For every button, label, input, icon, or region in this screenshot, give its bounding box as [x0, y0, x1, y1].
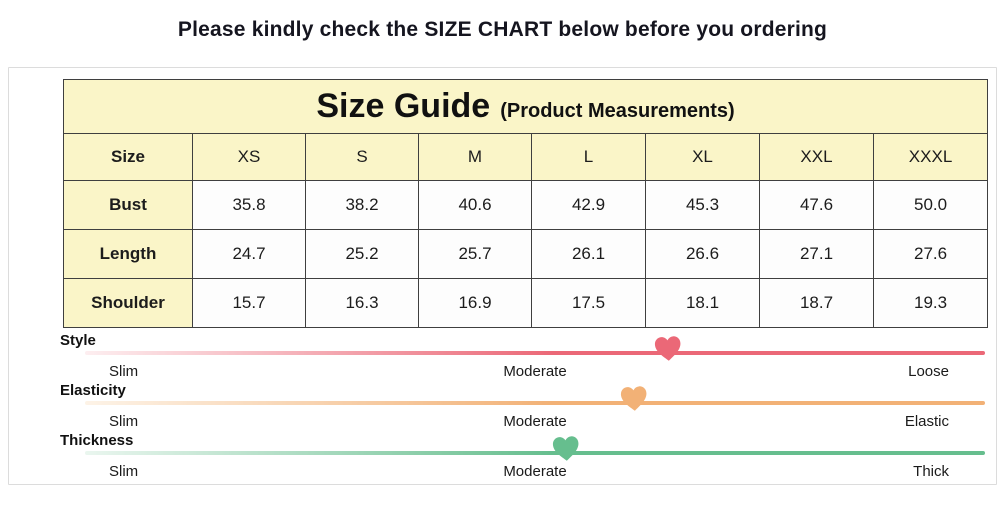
scale-track-style: [85, 336, 985, 361]
heart-marker-icon: [655, 336, 681, 361]
scale-label-slim: Slim: [109, 462, 139, 480]
table-title-row: Size Guide (Product Measurements): [62, 79, 989, 134]
table-subtitle: (Product Measurements): [500, 100, 735, 122]
measurement-cell: 27.1: [759, 229, 874, 279]
measurement-cell: 24.7: [192, 229, 306, 279]
size-chart-card: Size Guide (Product Measurements) Size XS…: [8, 67, 997, 485]
scale-label-moderate: Moderate: [503, 362, 567, 380]
column-header-m: M: [418, 133, 532, 181]
size-chart-notice: Please kindly check the SIZE CHART below…: [177, 18, 828, 41]
measurement-cell: 19.3: [872, 278, 989, 328]
attribute-scale-thickness: Thickness Slim Moderate Thick: [9, 432, 996, 480]
measurement-cell: 45.3: [645, 180, 760, 230]
measurement-cell: 18.1: [645, 278, 760, 328]
size-guide-table: Size Guide (Product Measurements) Size XS…: [62, 79, 989, 328]
scale-name-style: Style: [60, 332, 96, 349]
table-row-length: Length 24.7 25.2 25.7 26.1 26.6 27.1 27.…: [63, 229, 989, 279]
scale-label-slim: Slim: [109, 362, 139, 380]
measurement-cell: 25.7: [418, 229, 532, 279]
heart-marker-icon: [552, 436, 579, 461]
measurement-cell: 26.6: [645, 229, 760, 279]
column-header-xxl: XXL: [759, 133, 874, 181]
column-header-s: S: [305, 133, 419, 181]
column-header-row: Size XS S M L XL XXL XXXL: [63, 133, 989, 181]
attribute-scale-style: Style Slim Moderate Loose: [9, 332, 996, 380]
attribute-scales: Style Slim Moderate Loose Elasticity Sli…: [9, 332, 996, 480]
scale-name-elasticity: Elasticity: [60, 382, 126, 399]
scale-track-elasticity: [85, 386, 985, 411]
table-row-shoulder: Shoulder 15.7 16.3 16.9 17.5 18.1 18.7 1…: [63, 278, 989, 328]
table-title: Size Guide: [316, 87, 491, 125]
row-label-shoulder: Shoulder: [63, 278, 193, 328]
measurement-cell: 47.6: [759, 180, 874, 230]
measurement-cell: 18.7: [759, 278, 874, 328]
column-header-xxxl: XXXL: [872, 133, 989, 181]
scale-label-moderate: Moderate: [503, 462, 567, 480]
measurement-cell: 17.5: [531, 278, 646, 328]
heart-marker-icon: [620, 386, 647, 411]
scale-labels-elasticity: Slim Moderate Elastic: [85, 412, 985, 430]
measurement-cell: 50.0: [872, 180, 989, 230]
measurement-cell: 16.3: [305, 278, 419, 328]
scale-labels-thickness: Slim Moderate Thick: [85, 462, 985, 480]
measurement-cell: 27.6: [872, 229, 989, 279]
measurement-cell: 25.2: [305, 229, 419, 279]
scale-name-thickness: Thickness: [60, 432, 134, 449]
measurement-cell: 15.7: [192, 278, 306, 328]
column-header-xl: XL: [645, 133, 760, 181]
measurement-cell: 16.9: [418, 278, 532, 328]
scale-label-slim: Slim: [109, 412, 139, 430]
attribute-scale-elasticity: Elasticity Slim Moderate Elastic: [9, 382, 996, 430]
row-label-bust: Bust: [63, 180, 193, 230]
column-header-l: L: [531, 133, 646, 181]
measurement-cell: 26.1: [531, 229, 646, 279]
table-row-bust: Bust 35.8 38.2 40.6 42.9 45.3 47.6 50.0: [63, 180, 989, 230]
scale-label-moderate: Moderate: [503, 412, 567, 430]
measurement-cell: 42.9: [531, 180, 646, 230]
row-label-length: Length: [63, 229, 193, 279]
measurement-cell: 40.6: [418, 180, 532, 230]
measurement-cell: 35.8: [192, 180, 306, 230]
scale-track-thickness: [85, 436, 985, 461]
scale-label-loose: Loose: [908, 362, 949, 380]
table-title-cell: Size Guide (Product Measurements): [62, 79, 989, 134]
column-header-size: Size: [63, 133, 193, 181]
scale-label-thick: Thick: [913, 462, 949, 480]
scale-labels-style: Slim Moderate Loose: [85, 362, 985, 380]
scale-label-elastic: Elastic: [904, 412, 949, 430]
measurement-cell: 38.2: [305, 180, 419, 230]
column-header-xs: XS: [192, 133, 306, 181]
